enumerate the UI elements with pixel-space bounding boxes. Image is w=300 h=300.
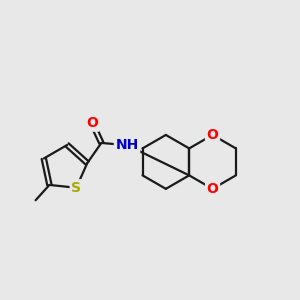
Text: S: S	[71, 181, 81, 195]
Text: NH: NH	[116, 138, 139, 152]
Text: O: O	[86, 116, 98, 130]
Text: O: O	[207, 182, 218, 196]
Text: O: O	[207, 128, 218, 142]
